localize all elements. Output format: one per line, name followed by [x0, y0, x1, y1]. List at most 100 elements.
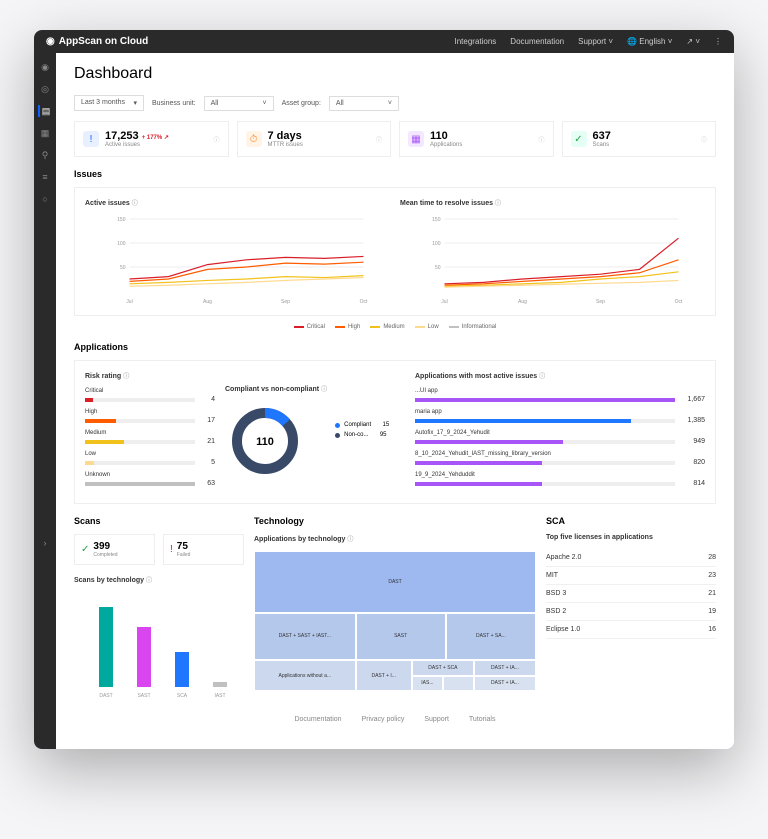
- info-icon[interactable]: ⓘ: [539, 374, 545, 380]
- issues-section: Issues Active issuesⓘ 50100150JulAugSepO…: [74, 169, 716, 330]
- footer-link[interactable]: Privacy policy: [362, 716, 405, 723]
- info-icon[interactable]: ⓘ: [321, 387, 327, 393]
- app-item[interactable]: maria app1,385: [415, 409, 705, 424]
- license-item[interactable]: Apache 2.028: [546, 549, 716, 567]
- sca-panel: SCA Top five licenses in applications Ap…: [546, 516, 716, 702]
- sidebar-item-1[interactable]: ◉: [39, 61, 51, 73]
- sidebar-item-5[interactable]: ⚲: [39, 149, 51, 161]
- treemap-cell[interactable]: DAST + IA...: [474, 676, 536, 691]
- treemap-cell[interactable]: DAST + SA...: [446, 613, 536, 661]
- kpi-card[interactable]: ▦ 110 Applications ⓘ: [399, 121, 554, 157]
- info-icon[interactable]: ⓘ: [146, 578, 152, 584]
- kpi-card[interactable]: ! 17,253 + 177% ↗Active issues ⓘ: [74, 121, 229, 157]
- filter-time-range[interactable]: Last 3 months▾: [74, 95, 144, 111]
- app-item[interactable]: Autofix_17_9_2024_Yehudit949: [415, 430, 705, 445]
- kpi-icon: ✓: [571, 131, 587, 147]
- svg-text:Aug: Aug: [203, 299, 212, 305]
- compliance-panel: Compliant vs non-compliantⓘ 110 Complian…: [225, 371, 405, 493]
- footer-link[interactable]: Tutorials: [469, 716, 496, 723]
- treemap: DASTDAST + SAST + IAST...SASTDAST + SA..…: [254, 551, 536, 691]
- filter-asset-group[interactable]: All˅: [329, 96, 399, 111]
- check-icon: ✓: [81, 544, 89, 555]
- sidebar-item-dashboard[interactable]: ▤: [38, 105, 50, 117]
- svg-text:Jul: Jul: [441, 299, 447, 305]
- info-icon[interactable]: ⓘ: [495, 201, 501, 207]
- svg-text:DAST: DAST: [99, 693, 112, 699]
- legend-item[interactable]: High: [335, 324, 360, 330]
- scans-title: Scans: [74, 516, 244, 526]
- sidebar-item-6[interactable]: ≡: [39, 171, 51, 183]
- footer: Documentation Privacy policy Support Tutori…: [74, 702, 716, 737]
- app-item[interactable]: 19_9_2024_Yehduddit814: [415, 472, 705, 487]
- filter-bu-label: Business unit:: [152, 100, 196, 107]
- svg-text:110: 110: [256, 436, 274, 448]
- treemap-cell[interactable]: [443, 676, 474, 691]
- sidebar-item-7[interactable]: ○: [39, 193, 51, 205]
- treemap-cell[interactable]: DAST + SCA: [412, 660, 474, 675]
- info-icon[interactable]: ⓘ: [132, 201, 138, 207]
- license-item[interactable]: BSD 321: [546, 585, 716, 603]
- kpi-row: ! 17,253 + 177% ↗Active issues ⓘ⏱ 7 days…: [74, 121, 716, 157]
- kpi-label: Applications: [430, 142, 462, 148]
- treemap-cell[interactable]: DAST + I...: [356, 660, 412, 691]
- app-item[interactable]: 8_10_2024_Yehudit_IAST_missing_library_v…: [415, 451, 705, 466]
- legend-item[interactable]: Informational: [449, 324, 497, 330]
- info-icon[interactable]: ⓘ: [347, 537, 353, 543]
- nav-documentation[interactable]: Documentation: [510, 37, 564, 46]
- risk-item[interactable]: Critical4: [85, 388, 215, 403]
- legend-item[interactable]: Low: [415, 324, 439, 330]
- treemap-cell[interactable]: DAST + IA...: [474, 660, 536, 675]
- treemap-cell[interactable]: Applications without a...: [254, 660, 356, 691]
- license-item[interactable]: Eclipse 1.016: [546, 621, 716, 639]
- info-icon[interactable]: ⓘ: [538, 135, 544, 144]
- legend-item[interactable]: Critical: [294, 324, 325, 330]
- kpi-card[interactable]: ✓ 637 Scans ⓘ: [562, 121, 717, 157]
- nav-more[interactable]: ⋮: [714, 37, 722, 46]
- risk-item[interactable]: Medium21: [85, 430, 215, 445]
- kpi-card[interactable]: ⏱ 7 days MTTR issues ⓘ: [237, 121, 392, 157]
- brand[interactable]: ◉ AppScan on Cloud: [46, 36, 148, 47]
- svg-text:50: 50: [435, 265, 441, 271]
- brand-icon: ◉: [46, 36, 55, 47]
- svg-text:IAST: IAST: [214, 693, 225, 699]
- apps-title: Applications: [74, 342, 716, 352]
- svg-text:Aug: Aug: [518, 299, 527, 305]
- info-icon[interactable]: ⓘ: [376, 135, 382, 144]
- info-icon[interactable]: ⓘ: [213, 135, 219, 144]
- filter-business-unit[interactable]: All˅: [204, 96, 274, 111]
- info-icon[interactable]: ⓘ: [701, 135, 707, 144]
- nav-language[interactable]: 🌐 English ˅: [627, 37, 672, 46]
- legend-item[interactable]: Medium: [370, 324, 404, 330]
- svg-text:Oct: Oct: [360, 299, 368, 305]
- sidebar-item-2[interactable]: ◎: [39, 83, 51, 95]
- sidebar-item-4[interactable]: ▦: [39, 127, 51, 139]
- alert-icon: !: [170, 544, 173, 555]
- nav-support[interactable]: Support ˅: [578, 37, 613, 46]
- kpi-icon: ⏱: [246, 131, 262, 147]
- treemap-cell[interactable]: IAS...: [412, 676, 443, 691]
- issues-legend: Critical High Medium Low Informational: [74, 324, 716, 330]
- license-item[interactable]: MIT23: [546, 567, 716, 585]
- nav-integrations[interactable]: Integrations: [454, 37, 496, 46]
- kpi-icon: !: [83, 131, 99, 147]
- treemap-cell[interactable]: DAST: [254, 551, 536, 613]
- svg-text:100: 100: [117, 241, 126, 247]
- main-content: Dashboard Last 3 months▾ Business unit: …: [56, 53, 734, 749]
- kpi-label: Scans: [593, 142, 611, 148]
- footer-link[interactable]: Documentation: [294, 716, 341, 723]
- treemap-cell[interactable]: SAST: [356, 613, 446, 661]
- sidebar-expand[interactable]: ›: [39, 537, 51, 549]
- treemap-cell[interactable]: DAST + SAST + IAST...: [254, 613, 356, 661]
- risk-item[interactable]: Unknown63: [85, 472, 215, 487]
- kpi-icon: ▦: [408, 131, 424, 147]
- mttr-chart: Mean time to resolve issuesⓘ 50100150Jul…: [400, 198, 705, 305]
- license-item[interactable]: BSD 219: [546, 603, 716, 621]
- info-icon[interactable]: ⓘ: [123, 374, 129, 380]
- scans-panel: Scans ✓ 399Completed ! 75Failed Scans by…: [74, 516, 244, 702]
- nav-share-icon[interactable]: ↗ ˅: [686, 37, 700, 46]
- app-item[interactable]: ...UI app1,667: [415, 388, 705, 403]
- risk-item[interactable]: High17: [85, 409, 215, 424]
- kpi-value: 17,253 + 177% ↗: [105, 130, 169, 142]
- risk-item[interactable]: Low5: [85, 451, 215, 466]
- footer-link[interactable]: Support: [424, 716, 449, 723]
